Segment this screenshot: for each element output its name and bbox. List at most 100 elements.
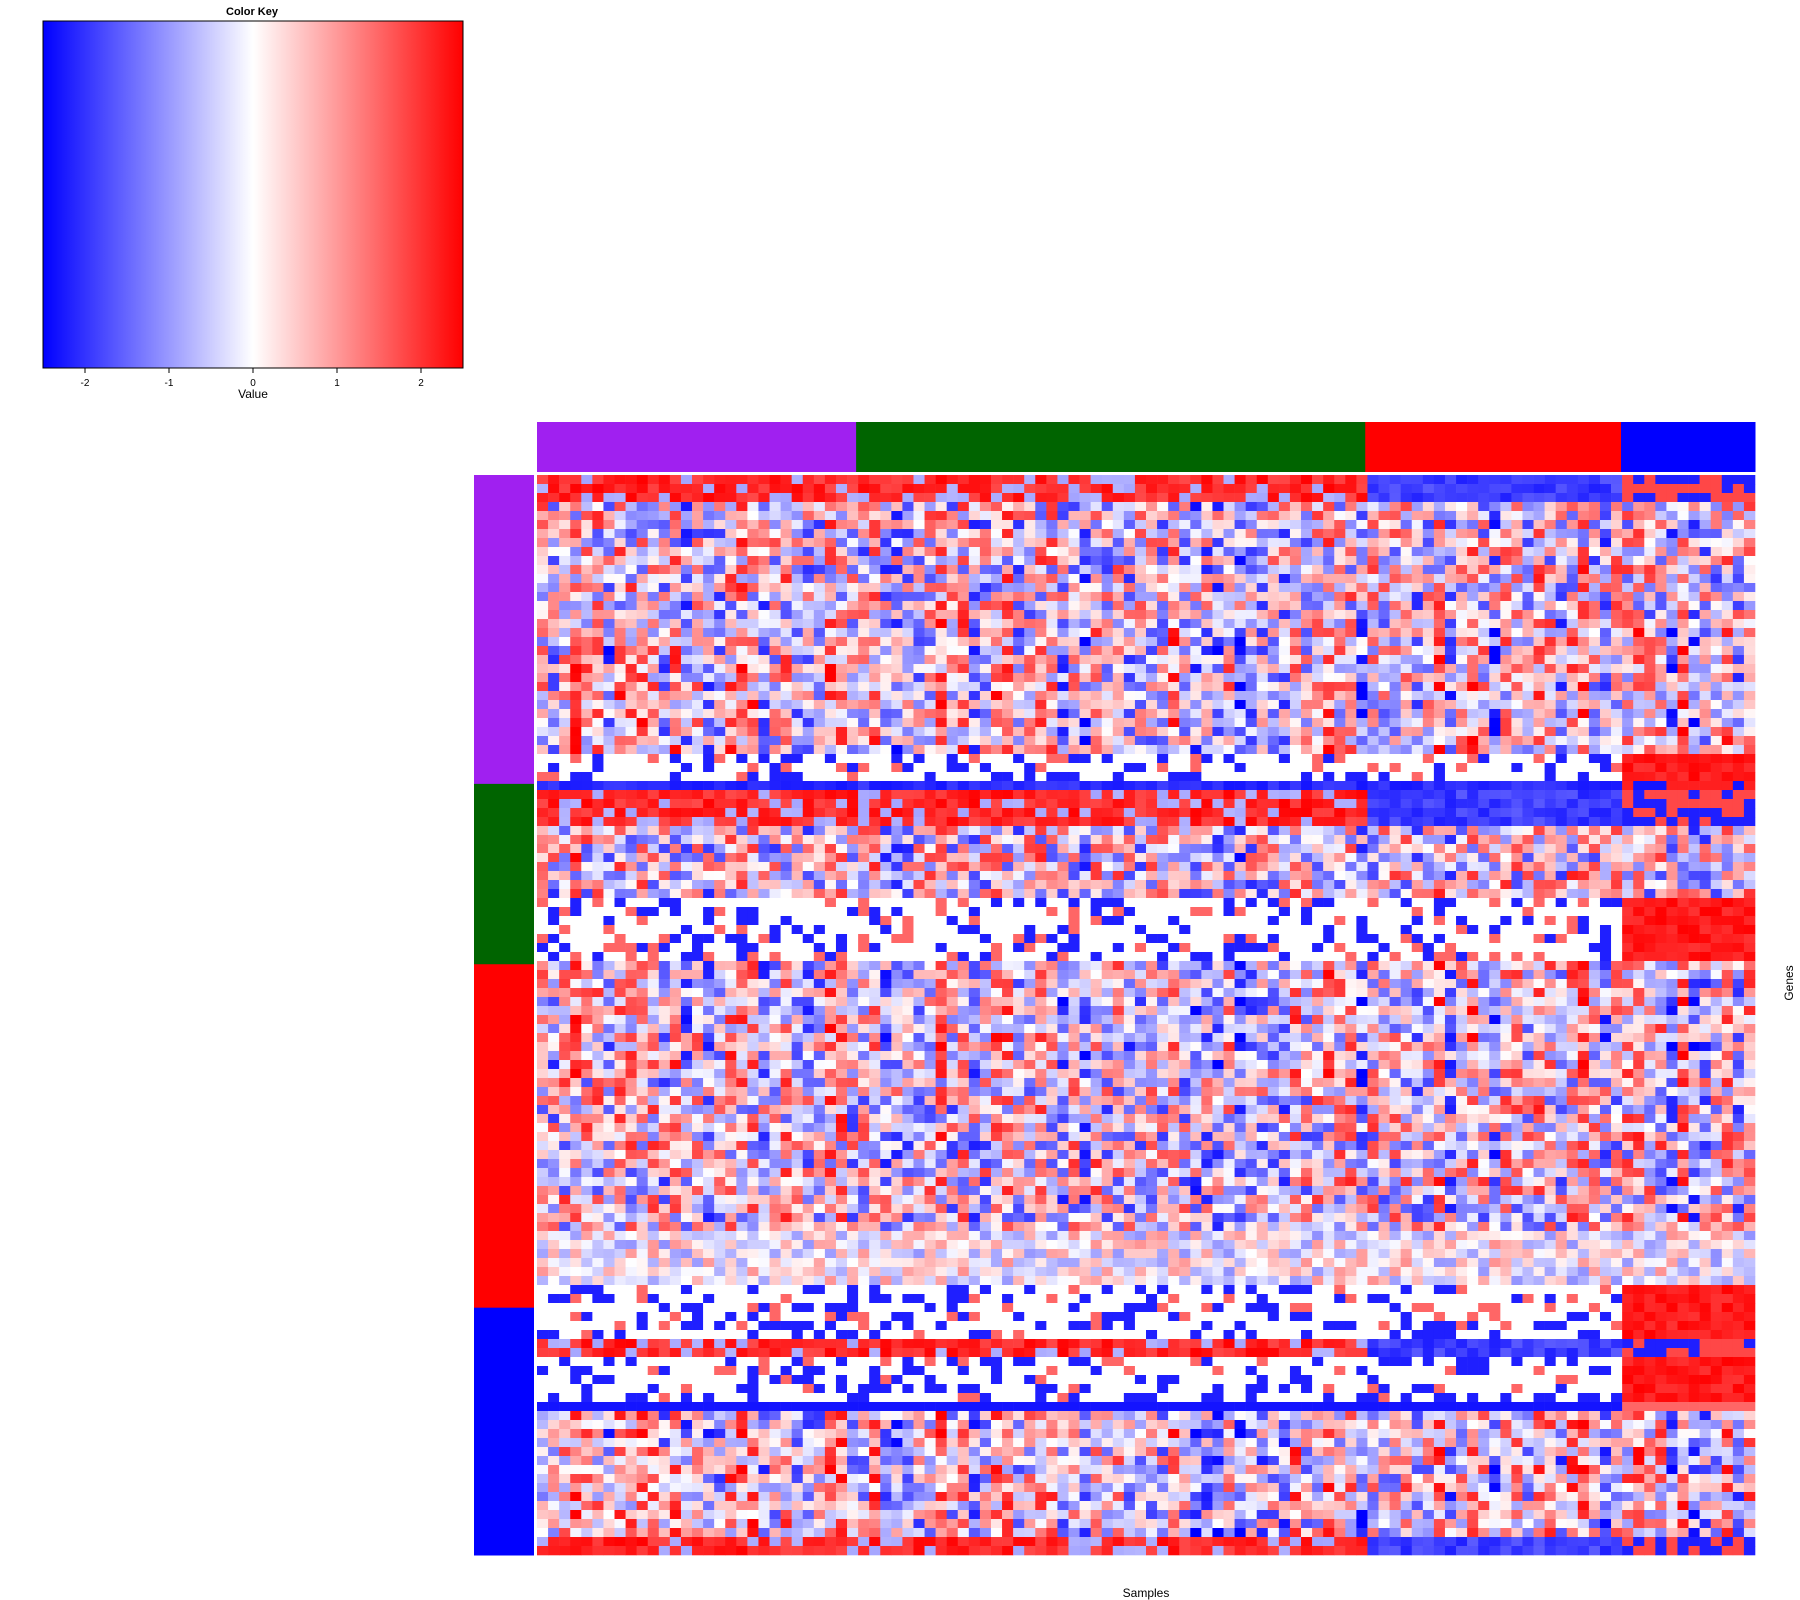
heatmap-cell <box>1633 826 1645 836</box>
heatmap-cell <box>1400 763 1413 773</box>
heatmap-cell <box>1323 871 1335 881</box>
heatmap-cell <box>1666 484 1678 494</box>
heatmap-cell <box>758 520 770 530</box>
heatmap-cell <box>1157 826 1169 836</box>
heatmap-cell <box>1599 835 1612 845</box>
heatmap-cell <box>835 763 848 773</box>
heatmap-cell <box>703 655 715 665</box>
heatmap-cell <box>625 817 637 827</box>
heatmap-cell <box>946 529 959 539</box>
heatmap-cell <box>1301 673 1313 683</box>
heatmap-cell <box>1644 502 1656 512</box>
heatmap-cell <box>791 772 804 782</box>
heatmap-cell <box>1400 745 1413 755</box>
heatmap-cell <box>1622 664 1634 674</box>
heatmap-cell <box>1467 520 1479 530</box>
heatmap-cell <box>1622 745 1634 755</box>
heatmap-cell <box>1411 619 1424 629</box>
heatmap-cell <box>758 475 770 485</box>
heatmap-cell <box>1533 592 1545 602</box>
heatmap-cell <box>1411 727 1424 737</box>
heatmap-cell <box>1367 502 1379 512</box>
heatmap-cell <box>1234 673 1246 683</box>
heatmap-cell <box>1633 520 1645 530</box>
heatmap-cell <box>869 511 881 521</box>
heatmap-cell <box>603 754 615 764</box>
heatmap-cell <box>1345 637 1357 647</box>
heatmap-cell <box>1212 502 1224 512</box>
heatmap-cell <box>791 493 804 503</box>
heatmap-cell <box>714 700 726 710</box>
heatmap-cell <box>1400 799 1413 809</box>
heatmap-cell <box>658 565 671 575</box>
heatmap-cell <box>647 871 660 881</box>
heatmap-cell <box>1743 835 1756 845</box>
heatmap-cell <box>614 862 626 872</box>
heatmap-cell <box>1179 673 1191 683</box>
heatmap-cell <box>1433 790 1446 800</box>
heatmap-cell <box>1577 853 1590 863</box>
heatmap-cell <box>1002 718 1014 728</box>
heatmap-cell <box>1157 844 1169 854</box>
heatmap-cell <box>625 844 637 854</box>
heatmap-cell <box>1323 502 1335 512</box>
heatmap-cell <box>1179 781 1191 791</box>
heatmap-cell <box>1544 601 1556 611</box>
heatmap-cell <box>1699 772 1712 782</box>
heatmap-cell <box>636 817 649 827</box>
heatmap-cell <box>869 556 881 566</box>
heatmap-cell <box>1666 763 1678 773</box>
heatmap-cell <box>791 844 804 854</box>
heatmap-cell <box>1068 529 1080 539</box>
heatmap-cell <box>1278 691 1291 701</box>
heatmap-cell <box>913 493 925 503</box>
heatmap-cell <box>636 520 649 530</box>
heatmap-cell <box>1522 592 1534 602</box>
heatmap-cell <box>614 628 626 638</box>
heatmap-cell <box>1655 772 1667 782</box>
heatmap-cell <box>1478 745 1490 755</box>
heatmap-cell <box>1157 529 1169 539</box>
heatmap-cell <box>869 628 881 638</box>
heatmap-cell <box>1467 808 1479 818</box>
heatmap-cell <box>1323 817 1335 827</box>
heatmap-cell <box>1267 826 1280 836</box>
heatmap-cell <box>1245 628 1258 638</box>
heatmap-cell <box>714 610 726 620</box>
heatmap-cell <box>1190 817 1202 827</box>
heatmap-cell <box>1146 565 1158 575</box>
heatmap-cell <box>548 556 560 566</box>
heatmap-cell <box>1278 520 1291 530</box>
heatmap-cell <box>1677 844 1689 854</box>
heatmap-cell <box>1212 664 1224 674</box>
heatmap-cell <box>537 529 549 539</box>
heatmap-cell <box>924 844 936 854</box>
heatmap-cell <box>990 664 1003 674</box>
heatmap-cell <box>1223 718 1235 728</box>
heatmap-cell <box>1533 682 1545 692</box>
heatmap-cell <box>1721 718 1734 728</box>
heatmap-cell <box>1577 862 1590 872</box>
heatmap-cell <box>902 709 914 719</box>
heatmap-cell <box>1456 619 1468 629</box>
heatmap-cell <box>1101 574 1114 584</box>
heatmap-cell <box>1267 601 1280 611</box>
heatmap-cell <box>1655 826 1667 836</box>
heatmap-cell <box>1433 637 1446 647</box>
heatmap-cell <box>592 592 604 602</box>
heatmap-cell <box>592 799 604 809</box>
heatmap-cell <box>1577 808 1590 818</box>
heatmap-cell <box>1666 862 1678 872</box>
heatmap-cell <box>780 718 792 728</box>
heatmap-cell <box>1079 772 1091 782</box>
heatmap-cell <box>1544 655 1556 665</box>
heatmap-cell <box>1577 790 1590 800</box>
heatmap-cell <box>990 862 1003 872</box>
heatmap-cell <box>1688 835 1700 845</box>
heatmap-cell <box>957 502 970 512</box>
heatmap-cell <box>1622 727 1634 737</box>
heatmap-cell <box>692 727 704 737</box>
heatmap-cell <box>548 682 560 692</box>
heatmap-cell <box>692 808 704 818</box>
heatmap-cell <box>1234 619 1246 629</box>
